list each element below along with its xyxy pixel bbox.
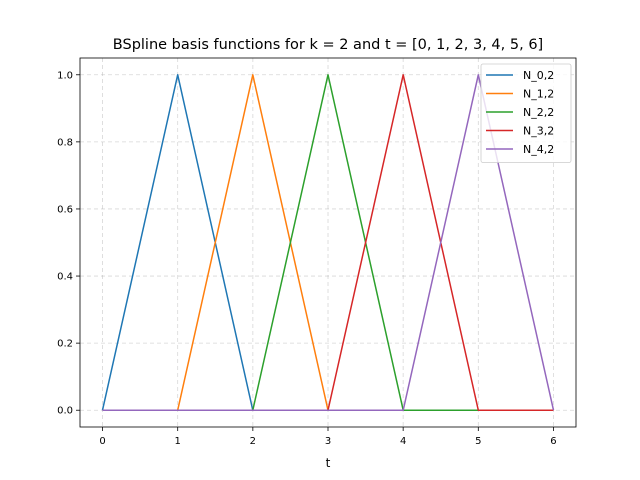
x-tick-label: 6 (550, 436, 556, 447)
legend-label-n-2-2: N_2,2 (523, 106, 554, 119)
x-tick-label: 0 (99, 436, 105, 447)
legend-label-n-3-2: N_3,2 (523, 125, 554, 138)
y-axis-ticks: 0.0 0.2 0.4 0.6 0.8 1.0 (57, 70, 80, 417)
legend: N_0,2 N_1,2 N_2,2 N_3,2 N_4,2 (480, 63, 572, 163)
x-tick-label: 1 (175, 436, 181, 447)
legend-label-n-0-2: N_0,2 (523, 69, 554, 82)
chart-title: BSpline basis functions for k = 2 and t … (113, 37, 543, 53)
y-tick-label: 0.4 (57, 272, 73, 283)
x-tick-label: 3 (325, 436, 331, 447)
x-tick-label: 5 (475, 436, 481, 447)
y-tick-label: 0.0 (57, 406, 73, 417)
x-axis-ticks: 0 1 2 3 4 5 6 (99, 427, 557, 447)
x-tick-label: 4 (400, 436, 406, 447)
x-axis-label: t (326, 456, 331, 470)
series-lines (101, 74, 555, 411)
legend-label-n-1-2: N_1,2 (523, 88, 554, 101)
y-tick-label: 0.2 (57, 339, 73, 350)
x-tick-label: 2 (250, 436, 256, 447)
legend-box (480, 63, 572, 163)
y-tick-label: 0.8 (57, 137, 73, 148)
legend-label-n-4-2: N_4,2 (523, 143, 554, 156)
y-tick-label: 0.6 (57, 204, 73, 215)
y-tick-label: 1.0 (57, 70, 73, 81)
series-line-n-4-2 (102, 74, 555, 411)
